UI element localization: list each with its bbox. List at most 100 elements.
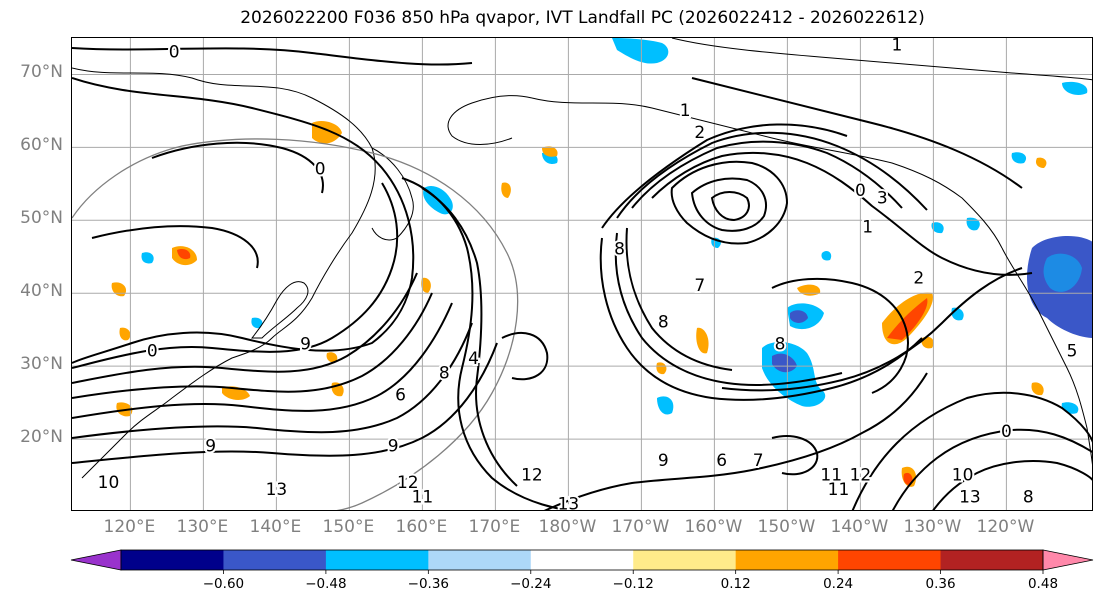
contour-label: 0 bbox=[169, 43, 180, 63]
colorbar-tick-label: −0.36 bbox=[407, 576, 450, 592]
contour-line bbox=[631, 140, 903, 209]
contour-label: 8 bbox=[614, 239, 625, 259]
colorbar-segment bbox=[223, 550, 327, 570]
contour-line bbox=[851, 391, 1092, 510]
contour-label: 11 bbox=[820, 466, 842, 486]
positive-patch bbox=[119, 327, 131, 341]
positive-patch bbox=[111, 282, 127, 297]
colorbar-tick-label: −0.24 bbox=[510, 576, 552, 592]
plot-title: 2026022200 F036 850 hPa qvapor, IVT Land… bbox=[240, 8, 925, 28]
latitude-tick-label: 40°N bbox=[20, 281, 63, 302]
colorbar-tick-label: −0.48 bbox=[305, 576, 347, 592]
positive-patch bbox=[326, 352, 338, 363]
contour-label: 11 bbox=[828, 480, 850, 500]
contour-line bbox=[72, 272, 418, 384]
contour-line bbox=[625, 227, 733, 371]
contour-label: 9 bbox=[388, 436, 399, 456]
contour-line bbox=[601, 123, 848, 229]
contour-label: 8 bbox=[775, 334, 786, 354]
negative-patch bbox=[1043, 253, 1082, 292]
contour-label: 12 bbox=[521, 466, 543, 486]
contour-label: 13 bbox=[558, 495, 580, 511]
shaded-field bbox=[111, 38, 1092, 487]
contour-label: 9 bbox=[300, 334, 311, 354]
colorbar-segment bbox=[428, 550, 532, 570]
contour-line bbox=[91, 225, 259, 269]
contour-line bbox=[690, 177, 767, 232]
longitude-tick-label: 120°W bbox=[976, 517, 1035, 537]
colorbar-extend-min bbox=[70, 549, 122, 571]
contour-label: 9 bbox=[205, 436, 216, 456]
contour-label: 8 bbox=[439, 363, 450, 383]
negative-patch bbox=[1062, 81, 1088, 95]
negative-patch bbox=[1011, 152, 1027, 164]
positive-patch bbox=[542, 146, 558, 157]
contour-label: 1 bbox=[862, 218, 873, 238]
contour-line bbox=[771, 277, 909, 394]
contour-line bbox=[72, 342, 498, 464]
positive-patch bbox=[1031, 382, 1044, 396]
negative-patch bbox=[1061, 402, 1079, 414]
contour-line bbox=[72, 292, 433, 399]
coastline-kamchatka bbox=[371, 147, 414, 241]
contour-label: 8 bbox=[1023, 487, 1034, 507]
colorbar-outline bbox=[120, 549, 1044, 571]
contour-line bbox=[891, 428, 1092, 510]
coastline-arctic bbox=[671, 38, 1092, 81]
colorbar-tick-label: −0.60 bbox=[202, 576, 245, 592]
longitude-tick-label: 130°E bbox=[176, 517, 229, 537]
coastlines bbox=[72, 38, 1092, 479]
contour-line bbox=[670, 160, 789, 245]
contour-line bbox=[599, 237, 923, 401]
contour-label: 0 bbox=[855, 181, 866, 201]
contour-line bbox=[151, 141, 324, 194]
negative-patch bbox=[931, 222, 944, 234]
positive-patch bbox=[421, 277, 431, 293]
latitude-tick-label: 70°N bbox=[20, 62, 63, 83]
contour-label: 13 bbox=[959, 487, 981, 507]
contour-label: 6 bbox=[395, 385, 406, 405]
contour-line bbox=[72, 302, 453, 419]
contour-line bbox=[72, 47, 473, 66]
colorbar-segment bbox=[735, 550, 839, 570]
latitude-tick-label: 30°N bbox=[20, 354, 63, 375]
map-panel: 0 1 1 2 0 0 1 2 3 0 9 8 7 4 8 6 9 12 13 11 12 13 9 6 7 11 12 11 10 13… bbox=[71, 37, 1093, 511]
colorbar-segment bbox=[633, 550, 737, 570]
coastline-japan bbox=[250, 281, 309, 339]
longitude-tick-label: 150°E bbox=[322, 517, 375, 537]
positive-patch bbox=[656, 362, 667, 375]
latitude-tick-label: 20°N bbox=[20, 427, 63, 448]
contour-line bbox=[771, 435, 819, 476]
negative-patch bbox=[951, 307, 964, 321]
contour-label: 2 bbox=[913, 269, 924, 289]
contour-label: 11 bbox=[412, 487, 434, 507]
contour-line bbox=[421, 187, 518, 487]
positive-patch bbox=[903, 472, 913, 486]
positive-patch bbox=[177, 248, 191, 260]
longitude-tick-label: 130°W bbox=[903, 517, 962, 537]
graticule bbox=[72, 38, 1092, 510]
contour-label: 5 bbox=[1067, 342, 1078, 362]
contour-lines bbox=[72, 47, 1092, 510]
colorbar-tick-label: 0.12 bbox=[720, 576, 751, 592]
contour-label: 7 bbox=[694, 276, 705, 296]
positive-patch bbox=[797, 284, 821, 296]
negative-patch bbox=[657, 396, 674, 415]
positive-patch bbox=[696, 327, 709, 354]
contour-label: 1 bbox=[680, 101, 691, 121]
positive-patch bbox=[312, 121, 342, 144]
negative-patch bbox=[141, 252, 154, 264]
contour-line bbox=[543, 372, 928, 510]
contour-line bbox=[614, 232, 843, 386]
contour-line bbox=[72, 322, 473, 439]
contour-line bbox=[721, 267, 1023, 392]
contour-line bbox=[501, 332, 549, 381]
longitude-tick-label: 160°W bbox=[684, 517, 743, 537]
negative-patch bbox=[251, 317, 263, 329]
negative-patch bbox=[762, 341, 826, 407]
contour-label: 1 bbox=[891, 38, 902, 55]
colorbar-tick-label: 0.36 bbox=[925, 576, 956, 592]
contour-label: 10 bbox=[98, 473, 120, 493]
